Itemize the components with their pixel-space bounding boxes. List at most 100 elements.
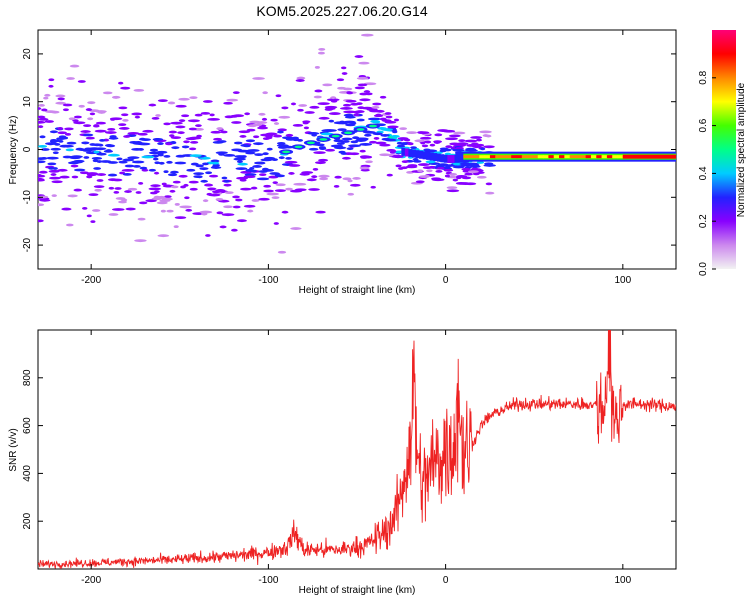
- spectrogram-cell: [365, 160, 373, 164]
- snr-y-tick-label: 400: [22, 465, 33, 482]
- spectrogram-cell: [385, 115, 393, 119]
- spectrogram-cell: [83, 156, 90, 159]
- spectrogram-cell: [251, 199, 260, 202]
- spectrogram-cell: [93, 167, 102, 170]
- spectrogram-cell: [444, 174, 450, 178]
- spectrogram-cell: [171, 146, 180, 150]
- spectrogram-cell: [258, 112, 266, 116]
- spectrogram-cell: [245, 151, 256, 155]
- spectrogram-cell: [61, 144, 74, 148]
- colorbar-tick-label: 0.2: [698, 214, 709, 228]
- spectrogram-cell: [292, 123, 304, 127]
- spectrogram-cell: [208, 187, 215, 191]
- spectrogram-cell: [266, 192, 280, 196]
- spectrogram-cell: [164, 195, 172, 198]
- spectrogram-cell: [216, 140, 227, 143]
- spectrogram-cell: [134, 140, 142, 144]
- spectrogram-cell: [38, 103, 45, 107]
- spectrogram-cell: [189, 187, 198, 191]
- snr-y-ticks: 200 400 600 800: [22, 369, 676, 530]
- spectrogram-cell: [281, 106, 289, 110]
- spectrogram-cell: [290, 102, 297, 106]
- spectrogram-cell: [464, 182, 477, 186]
- spectrogram-cell: [145, 199, 157, 203]
- spectrogram-cell: [185, 208, 193, 212]
- spectrogram-cell: [464, 172, 473, 176]
- spectrogram-cell: [349, 183, 361, 187]
- spectrogram-cell: [239, 178, 247, 182]
- spectrogram-cell: [446, 186, 458, 190]
- spectrogram-cell: [313, 95, 322, 99]
- spectrogram-cell: [160, 209, 166, 213]
- spectrogram-cell: [59, 175, 70, 179]
- spectrogram-cell: [357, 83, 368, 87]
- spectrogram-cell: [417, 163, 430, 166]
- spectrogram-cell: [340, 152, 347, 155]
- spectrogram-cell: [115, 197, 126, 200]
- spectrogram-cell: [249, 169, 257, 173]
- spectrogram-cell: [38, 157, 45, 161]
- spectrogram-cell: [467, 170, 479, 174]
- spectrogram-cell: [199, 210, 213, 214]
- spectrogram-cell: [314, 161, 326, 165]
- spectrogram-cell: [290, 227, 302, 230]
- spectrogram-cell: [67, 194, 78, 198]
- spectrogram-cell: [342, 87, 353, 91]
- spectrogram-cell: [277, 250, 287, 254]
- spectrogram-cell: [270, 118, 278, 122]
- spectrogram-cell: [352, 136, 360, 140]
- spectrogram-cell: [285, 156, 292, 160]
- spectrogram-cell: [473, 155, 480, 159]
- spectrogram-cell: [331, 134, 340, 138]
- spectrogram-cell: [433, 140, 443, 143]
- spectrogram-cell: [89, 112, 96, 116]
- spectrogram-cell: [445, 145, 453, 148]
- spectrogram-cell: [170, 136, 182, 140]
- spectrogram-cell: [163, 122, 171, 126]
- spectrogram-cell: [178, 174, 188, 178]
- spectrogram-cell: [224, 115, 234, 119]
- spectrogram-cell: [617, 155, 624, 159]
- spectrogram-cell: [107, 153, 120, 157]
- spectrogram-cell: [135, 191, 142, 194]
- spectrogram-cell: [68, 117, 76, 121]
- spectrogram-cell: [132, 164, 141, 168]
- spectrogram-cell: [118, 160, 128, 164]
- spectrogram-cell: [358, 61, 370, 65]
- spectrogram-cell: [232, 91, 240, 95]
- spectrogram-cell: [425, 140, 432, 144]
- spectrogram-cell: [127, 187, 138, 191]
- snr-panel: -200 -100 0 100 200 400 600 800 Height of stra…: [8, 329, 677, 596]
- spectrogram-cell: [328, 119, 335, 123]
- spectrogram-cell: [213, 137, 223, 141]
- spectrogram-cell: [154, 161, 161, 165]
- spectrogram-cell: [148, 168, 156, 172]
- spectrogram-cell: [429, 143, 436, 147]
- spectrogram-cell: [379, 95, 387, 99]
- spectrogram-cell: [210, 130, 222, 134]
- spectrogram-cell: [100, 160, 112, 163]
- spectrogram-cell: [386, 173, 393, 177]
- spectrogram-cell: [306, 141, 315, 145]
- spectrogram-cell: [156, 201, 168, 205]
- spectrogram-cell: [232, 195, 240, 199]
- spectrogram-cell: [413, 159, 422, 163]
- spectrogram-cell: [433, 153, 438, 162]
- spectrogram-cell: [186, 168, 196, 172]
- spectrogram-cell: [532, 155, 539, 159]
- spectrogram-cell: [485, 191, 495, 195]
- spectrogram-cell: [393, 118, 400, 122]
- spectrogram-cell: [207, 117, 220, 121]
- spectrogram-cell: [200, 112, 211, 115]
- spectrogram-cell: [348, 144, 362, 148]
- spectrogram-cell: [436, 153, 441, 162]
- spectrogram-cell: [321, 129, 334, 132]
- spectrogram-cell: [426, 169, 433, 173]
- spectrogram-cell: [404, 148, 409, 157]
- spectrogram-cell: [183, 183, 189, 187]
- spectrogram-cell: [423, 148, 431, 152]
- spectrogram-cell: [157, 99, 168, 103]
- spectrogram-cell: [398, 167, 404, 170]
- spectrogram-frame: [37, 29, 677, 270]
- snr-y-tick-label: 600: [22, 417, 33, 434]
